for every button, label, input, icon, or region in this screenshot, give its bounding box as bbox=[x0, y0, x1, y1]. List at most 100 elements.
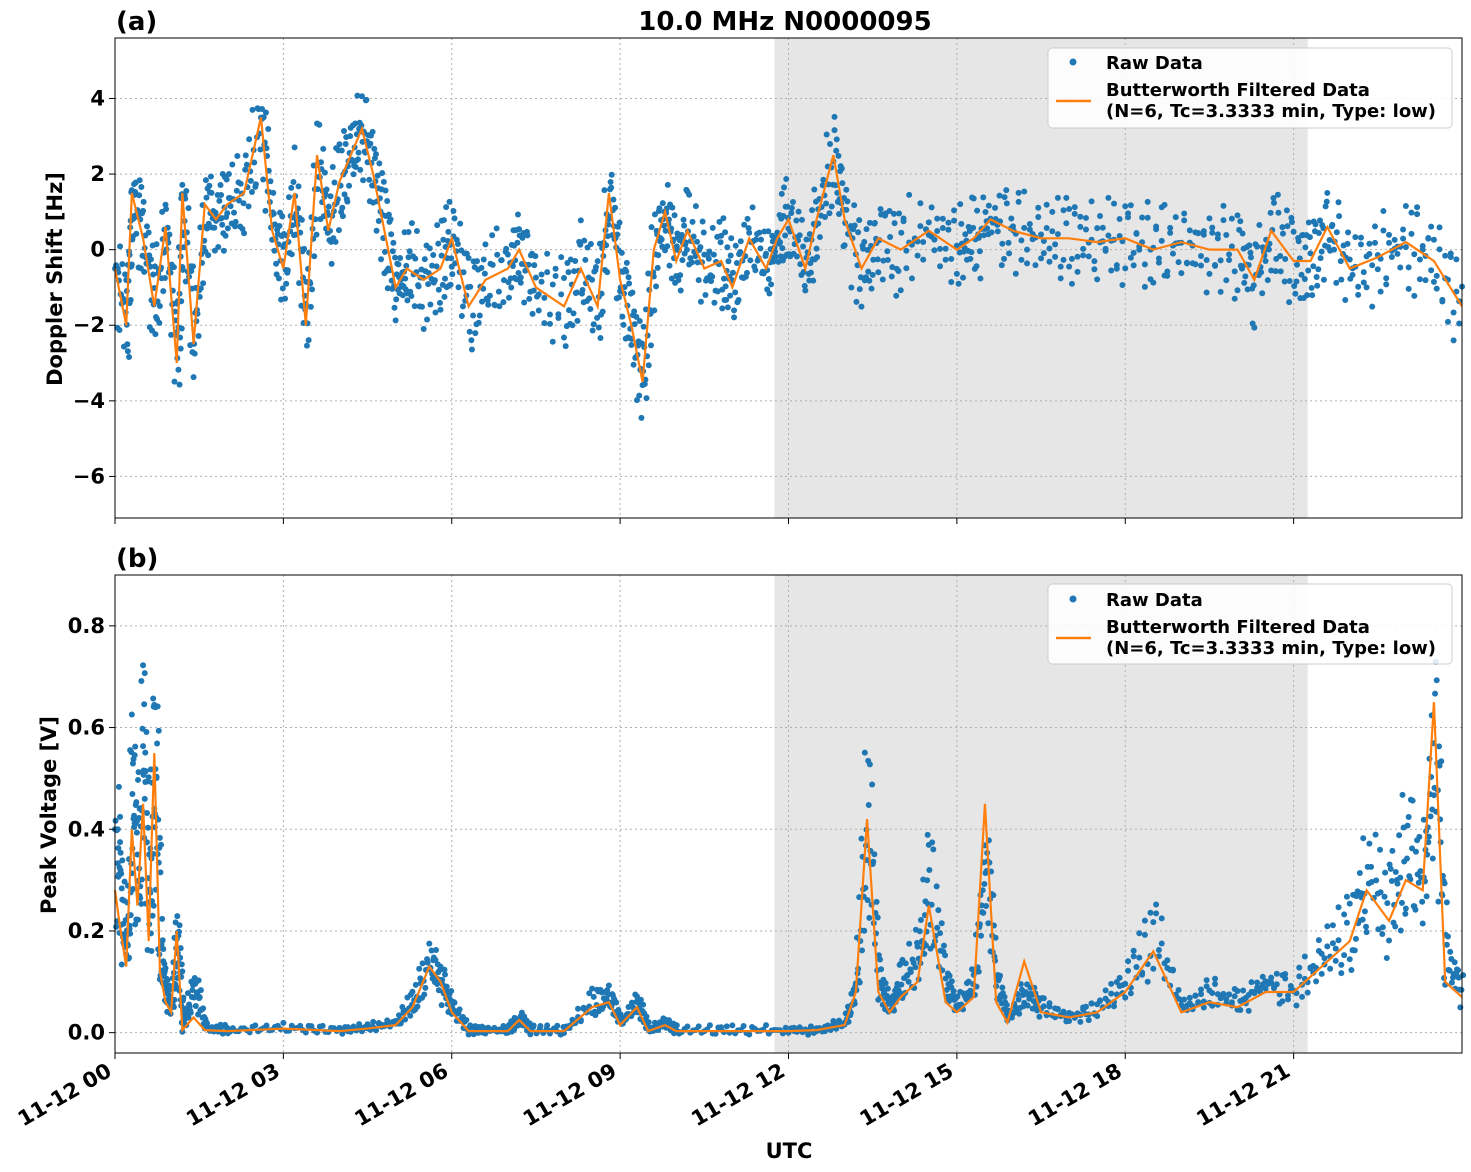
raw-data-point bbox=[525, 1019, 532, 1026]
raw-data-point bbox=[1167, 224, 1174, 231]
raw-data-point bbox=[1264, 277, 1271, 284]
raw-data-point bbox=[457, 220, 464, 227]
raw-data-point bbox=[420, 326, 427, 333]
raw-data-point bbox=[1305, 219, 1312, 226]
raw-data-point bbox=[965, 223, 972, 230]
raw-data-point bbox=[1273, 981, 1280, 988]
raw-data-point bbox=[1102, 245, 1109, 252]
raw-data-point bbox=[633, 397, 640, 404]
raw-data-point bbox=[447, 281, 454, 288]
raw-data-point bbox=[592, 1012, 599, 1019]
raw-data-point bbox=[1327, 965, 1334, 972]
raw-data-point bbox=[141, 670, 148, 677]
raw-data-point bbox=[156, 319, 163, 326]
raw-data-point bbox=[1040, 237, 1047, 244]
raw-data-point bbox=[265, 126, 272, 133]
raw-data-point bbox=[1341, 911, 1348, 918]
raw-data-point bbox=[1130, 953, 1137, 960]
raw-data-point bbox=[500, 277, 507, 284]
raw-data-point bbox=[1447, 948, 1454, 955]
raw-data-point bbox=[140, 198, 147, 205]
raw-data-point bbox=[482, 241, 489, 248]
raw-data-point bbox=[474, 258, 481, 265]
raw-data-point bbox=[1286, 299, 1293, 306]
legend-b: Raw Data Butterworth Filtered Data (N=6,… bbox=[1047, 583, 1453, 665]
y-tick-label: −4 bbox=[73, 389, 105, 413]
raw-data-point bbox=[604, 233, 611, 240]
raw-data-point bbox=[1369, 262, 1376, 269]
raw-data-point bbox=[933, 883, 940, 890]
raw-data-point bbox=[148, 948, 155, 955]
raw-data-point bbox=[234, 153, 241, 160]
raw-data-point bbox=[690, 233, 697, 240]
raw-data-point bbox=[731, 314, 738, 321]
raw-data-point bbox=[965, 978, 972, 985]
raw-data-point bbox=[208, 189, 215, 196]
raw-data-point bbox=[869, 781, 876, 788]
raw-data-point bbox=[651, 1019, 658, 1026]
raw-data-point bbox=[1337, 258, 1344, 265]
raw-data-point bbox=[1234, 212, 1241, 219]
raw-data-point bbox=[1040, 250, 1047, 257]
raw-data-point bbox=[608, 171, 615, 178]
raw-data-point bbox=[1338, 276, 1345, 283]
legend-a-filtered-label-2: (N=6, Tc=3.3333 min, Type: low) bbox=[1106, 101, 1436, 122]
raw-data-point bbox=[877, 206, 884, 213]
x-tick-label: 11-12 00 bbox=[14, 1059, 116, 1132]
raw-data-point bbox=[434, 222, 441, 229]
raw-data-point bbox=[259, 105, 266, 112]
y-tick-label: 4 bbox=[90, 86, 105, 110]
raw-data-point bbox=[942, 256, 949, 263]
raw-data-point bbox=[1273, 970, 1280, 977]
raw-data-point bbox=[327, 193, 334, 200]
legend-b-filtered-label-2: (N=6, Tc=3.3333 min, Type: low) bbox=[1106, 638, 1436, 659]
y-tick-label: −6 bbox=[73, 464, 105, 488]
raw-data-point bbox=[1158, 940, 1165, 947]
raw-data-point bbox=[1060, 1008, 1067, 1015]
raw-data-point bbox=[1346, 256, 1353, 263]
raw-data-point bbox=[215, 243, 222, 250]
raw-data-point bbox=[1198, 262, 1205, 269]
raw-data-point bbox=[453, 236, 460, 243]
raw-data-point bbox=[1296, 964, 1303, 971]
raw-data-point bbox=[1021, 224, 1028, 231]
raw-data-point bbox=[1077, 223, 1084, 230]
raw-data-point bbox=[1415, 879, 1422, 886]
raw-data-point bbox=[511, 1026, 518, 1033]
raw-data-point bbox=[1428, 267, 1435, 274]
raw-data-point bbox=[1377, 889, 1384, 896]
y-tick-label: 2 bbox=[90, 162, 105, 186]
raw-data-point bbox=[1068, 280, 1075, 287]
raw-data-point bbox=[1094, 276, 1101, 283]
raw-data-point bbox=[305, 337, 312, 344]
raw-data-point bbox=[1247, 249, 1254, 256]
raw-data-point bbox=[770, 254, 777, 261]
raw-data-point bbox=[917, 917, 924, 924]
raw-data-point bbox=[1414, 204, 1421, 211]
raw-data-point bbox=[1400, 235, 1407, 242]
raw-data-point bbox=[462, 1017, 469, 1024]
raw-data-point bbox=[630, 361, 637, 368]
raw-data-point bbox=[586, 990, 593, 997]
raw-data-point bbox=[1296, 973, 1303, 980]
raw-data-point bbox=[1259, 973, 1266, 980]
raw-data-point bbox=[1080, 245, 1087, 252]
raw-data-point bbox=[590, 993, 597, 1000]
raw-data-point bbox=[1425, 839, 1432, 846]
raw-data-point bbox=[718, 232, 725, 239]
raw-data-point bbox=[905, 978, 912, 985]
raw-data-point bbox=[1130, 249, 1137, 256]
raw-data-point bbox=[751, 263, 758, 270]
raw-data-point bbox=[1363, 923, 1370, 930]
raw-data-point bbox=[1200, 228, 1207, 235]
raw-data-point bbox=[923, 942, 930, 949]
raw-data-point bbox=[1066, 1018, 1073, 1025]
raw-data-point bbox=[1328, 223, 1335, 230]
raw-data-point bbox=[1082, 226, 1089, 233]
raw-data-point bbox=[718, 1024, 725, 1031]
raw-data-point bbox=[1307, 250, 1314, 257]
raw-data-point bbox=[1198, 986, 1205, 993]
raw-data-point bbox=[866, 277, 873, 284]
raw-data-point bbox=[700, 229, 707, 236]
raw-data-point bbox=[419, 303, 426, 310]
